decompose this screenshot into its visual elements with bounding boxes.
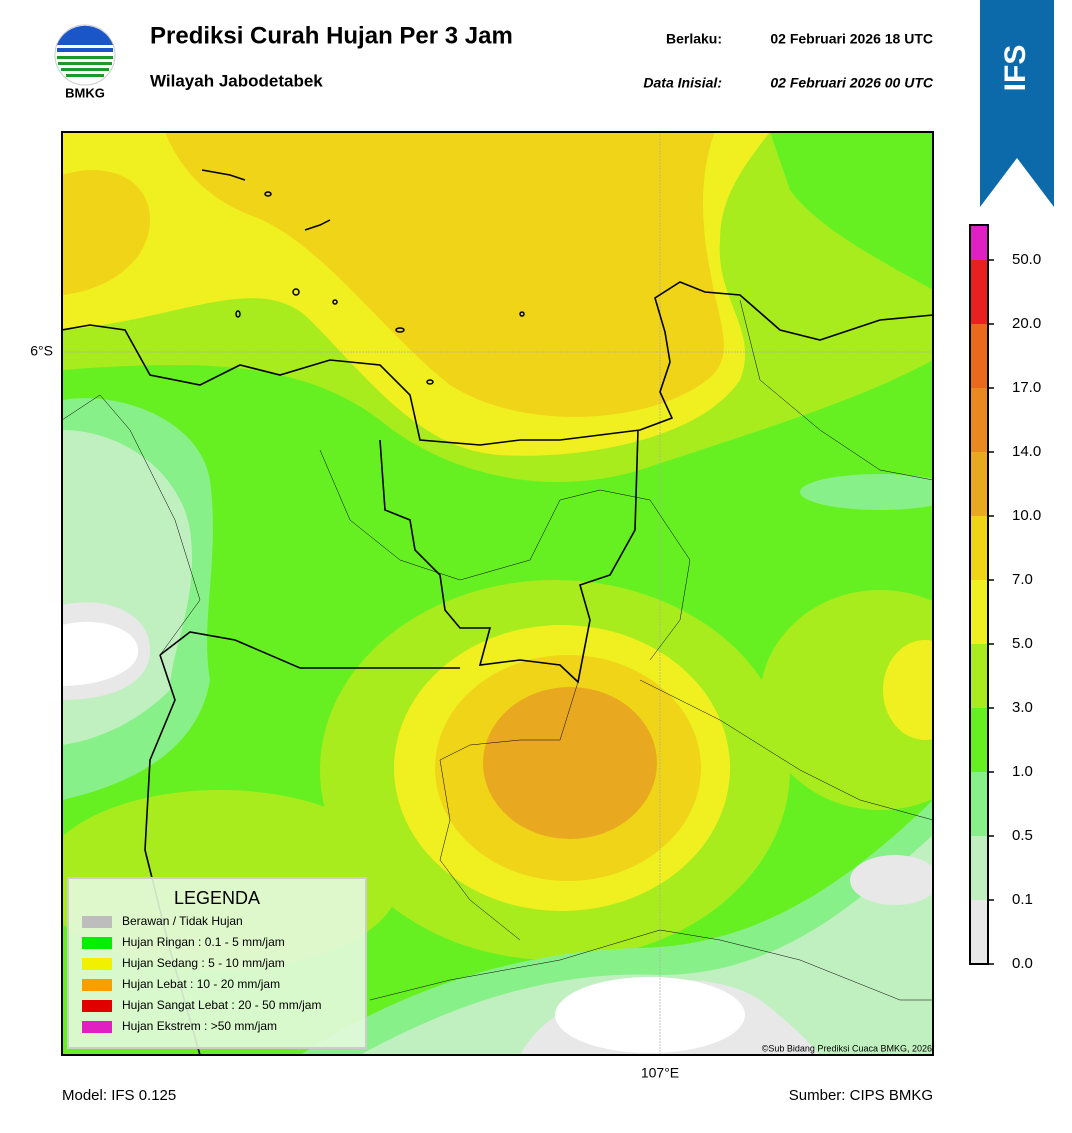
legend-swatch xyxy=(82,916,112,928)
colorbar-segment xyxy=(970,388,988,452)
legend-swatch xyxy=(82,979,112,991)
legend-label: Berawan / Tidak Hujan xyxy=(122,914,243,928)
rainfall-map xyxy=(62,132,933,1055)
colorbar-tick-label: 7.0 xyxy=(1012,571,1033,588)
colorbar-tick-label: 0.5 xyxy=(1012,827,1033,844)
colorbar-tick-label: 50.0 xyxy=(1012,251,1041,268)
colorbar-tick-label: 0.0 xyxy=(1012,955,1033,972)
legend-swatch xyxy=(82,958,112,970)
colorbar-segment xyxy=(970,900,988,964)
lat-label: 6°S xyxy=(30,343,53,359)
init-label: Data Inisial: xyxy=(643,75,722,91)
islands xyxy=(201,169,525,385)
colorbar-segment xyxy=(970,260,988,324)
colorbar-segment xyxy=(970,516,988,580)
badge-text: IFS xyxy=(999,45,1032,92)
legend-label: Hujan Sedang : 5 - 10 mm/jam xyxy=(122,956,285,970)
colorbar-tick-label: 20.0 xyxy=(1012,315,1041,332)
colorbar-tick-label: 14.0 xyxy=(1012,443,1041,460)
colorbar-frame xyxy=(969,224,989,965)
colorbar-segment xyxy=(970,580,988,644)
subtitle: Wilayah Jabodetabek xyxy=(150,71,323,90)
legend-swatch xyxy=(82,937,112,949)
legend-label: Hujan Sangat Lebat : 20 - 50 mm/jam xyxy=(122,998,321,1012)
colorbar-tick-label: 0.1 xyxy=(1012,891,1033,908)
legend-label: Hujan Lebat : 10 - 20 mm/jam xyxy=(122,977,280,991)
init-time: 02 Februari 2026 00 UTC xyxy=(770,75,934,91)
colorbar-tick-label: 5.0 xyxy=(1012,635,1033,652)
colorbar-tick-label: 1.0 xyxy=(1012,763,1033,780)
badge xyxy=(980,0,1054,207)
legend-label: Hujan Ringan : 0.1 - 5 mm/jam xyxy=(122,935,285,949)
colorbar-segment xyxy=(970,708,988,772)
title: Prediksi Curah Hujan Per 3 Jam xyxy=(150,22,513,49)
copyright: ©Sub Bidang Prediksi Cuaca BMKG, 2026 xyxy=(762,1043,932,1053)
valid-label: Berlaku: xyxy=(666,31,722,47)
colorbar-segment xyxy=(970,452,988,516)
footer-source: Sumber: CIPS BMKG xyxy=(789,1087,933,1104)
map-frame xyxy=(61,131,934,1056)
logo-text: BMKG xyxy=(65,85,105,100)
legend-title: LEGENDA xyxy=(174,888,260,908)
legend-box xyxy=(67,877,367,1049)
colorbar-segment xyxy=(970,324,988,388)
legend-items: Berawan / Tidak Hujan Hujan Ringan : 0.1 … xyxy=(82,914,321,1033)
legend-swatch xyxy=(82,1021,112,1033)
colorbar-tick-label: 17.0 xyxy=(1012,379,1041,396)
footer-model: Model: IFS 0.125 xyxy=(62,1087,176,1104)
colorbar-tick-label: 3.0 xyxy=(1012,699,1033,716)
legend-swatch xyxy=(82,1000,112,1012)
legend-label: Hujan Ekstrem : >50 mm/jam xyxy=(122,1019,277,1033)
colorbar-segment xyxy=(970,772,988,836)
colorbar-segment xyxy=(970,836,988,900)
colorbar-segment xyxy=(970,225,988,260)
valid-time: 02 Februari 2026 18 UTC xyxy=(770,31,933,47)
colorbar: 0.0 0.1 0.5 1.0 3.0 5.0 7.0 10.0 14.0 17.0 20.0 50.… xyxy=(969,224,1041,972)
colorbar-tick-label: 10.0 xyxy=(1012,507,1041,524)
logo: BMKG xyxy=(54,24,116,100)
colorbar-segment xyxy=(970,644,988,708)
lon-label: 107°E xyxy=(641,1065,679,1081)
